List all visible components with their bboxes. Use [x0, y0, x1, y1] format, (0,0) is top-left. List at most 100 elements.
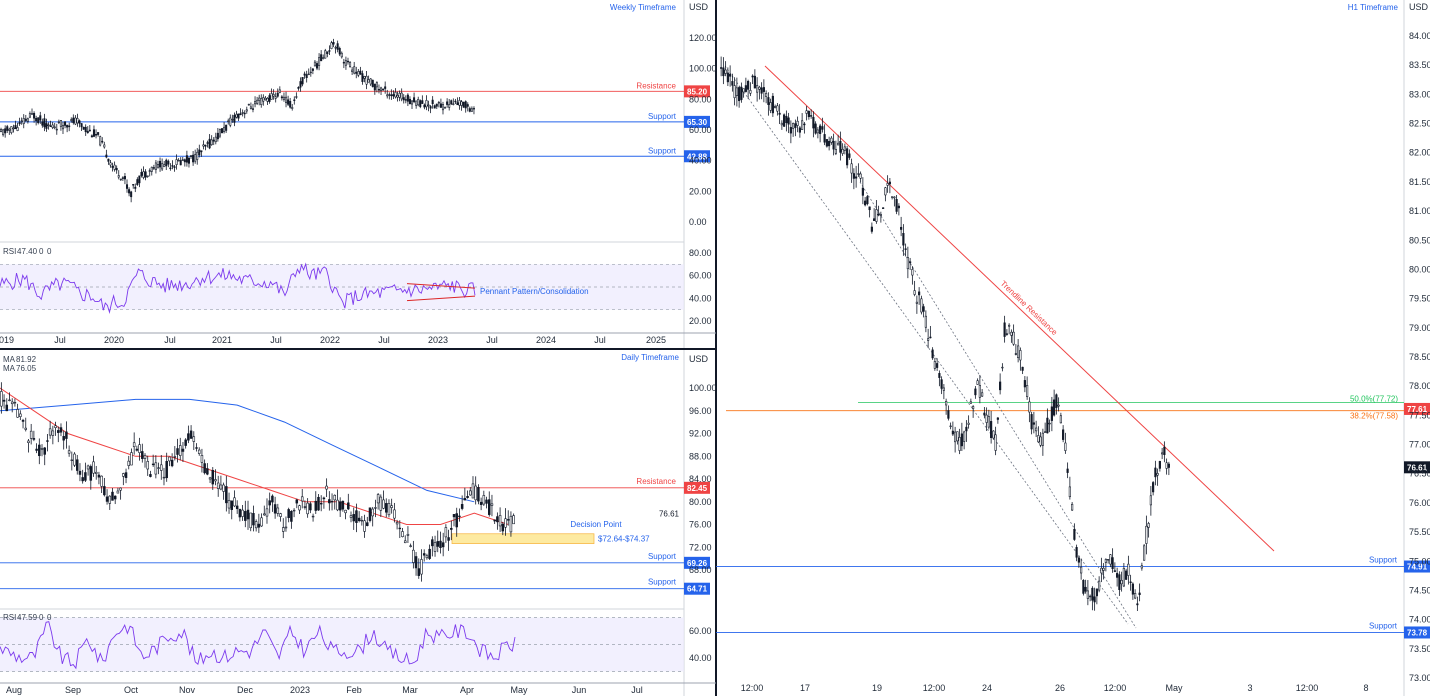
- candle-body: [1001, 366, 1004, 369]
- candle-body: [924, 315, 927, 328]
- daily-x-tick: 2023: [290, 685, 310, 695]
- daily-candle: [322, 496, 326, 509]
- weekly-candle: [107, 158, 110, 165]
- weekly-candle: [2, 128, 5, 137]
- candle-body: [241, 112, 244, 114]
- daily-candle: [244, 500, 247, 528]
- candle-body: [49, 125, 52, 127]
- h1-candle: [816, 127, 819, 139]
- h1-candle: [1010, 329, 1013, 343]
- weekly-y-tick: 40.00: [689, 156, 712, 166]
- candle-body: [1089, 595, 1092, 598]
- weekly-candle: [375, 81, 378, 93]
- daily-candle: [119, 487, 122, 500]
- weekly-candle: [12, 124, 15, 133]
- candle-body: [64, 121, 67, 126]
- candle-body: [276, 507, 280, 514]
- weekly-candle: [66, 124, 69, 133]
- candle-body: [460, 101, 463, 106]
- candle-body: [439, 540, 442, 548]
- daily-candle: [338, 497, 342, 517]
- candle-body: [94, 471, 98, 474]
- candle-body: [421, 100, 424, 104]
- h1-candle: [1143, 544, 1146, 561]
- candle-body: [394, 91, 397, 98]
- daily-candle: [506, 510, 510, 526]
- candle-body: [371, 79, 374, 87]
- candle-body: [92, 129, 95, 137]
- candle-body: [206, 142, 209, 144]
- candle-body: [154, 162, 157, 170]
- daily-candle: [512, 513, 515, 525]
- weekly-candle: [134, 183, 137, 193]
- daily-candle: [48, 420, 52, 439]
- candle-body: [873, 218, 876, 221]
- weekly-candle: [185, 150, 188, 167]
- candle-body: [305, 74, 308, 79]
- candle-body: [220, 128, 224, 134]
- h1-candle: [785, 110, 788, 132]
- weekly-candle: [287, 95, 290, 107]
- h1-candle: [1032, 411, 1035, 434]
- candle-body: [268, 95, 271, 102]
- h1-candle: [769, 98, 772, 114]
- weekly-candle: [225, 124, 228, 133]
- weekly-x-tick: 2021: [212, 335, 232, 345]
- daily-candle: [479, 497, 483, 511]
- candle-body: [949, 425, 952, 428]
- h1-candle: [1014, 344, 1017, 356]
- weekly-x-tick: Jul: [270, 335, 282, 345]
- candle-body: [785, 115, 788, 123]
- daily-candle: [306, 498, 309, 518]
- candle-body: [780, 122, 783, 126]
- weekly-level-label: Resistance: [636, 81, 676, 90]
- h1-candle: [857, 163, 860, 177]
- weekly-candle: [37, 117, 40, 125]
- daily-candle: [471, 476, 475, 499]
- candle-body: [470, 108, 473, 112]
- candle-body: [76, 118, 79, 124]
- h1-candle: [825, 139, 828, 148]
- h1-candle: [749, 82, 752, 97]
- daily-candle: [493, 519, 496, 524]
- h1-candle: [922, 303, 925, 318]
- h1-candle: [1145, 515, 1148, 555]
- candle-body: [911, 269, 914, 276]
- candle-body: [73, 453, 76, 466]
- weekly-candle: [444, 106, 447, 109]
- h1-candle: [985, 407, 988, 431]
- candle-body: [747, 80, 750, 90]
- candle-body: [342, 62, 345, 64]
- h1-candle: [803, 122, 806, 134]
- daily-candle: [336, 489, 339, 512]
- candle-body: [124, 472, 128, 478]
- candle-body: [1028, 401, 1031, 413]
- h1-x-tick: 19: [872, 683, 882, 693]
- h1-candle: [758, 85, 761, 100]
- candle-body: [105, 496, 109, 502]
- daily-candle: [206, 463, 209, 476]
- candle-body: [1050, 406, 1053, 421]
- candle-body: [992, 430, 995, 439]
- h1-candle: [814, 121, 817, 135]
- weekly-candle: [388, 92, 391, 100]
- daily-candle: [376, 493, 380, 510]
- candle-body: [945, 401, 948, 406]
- daily-candle: [498, 507, 502, 532]
- candle-body: [273, 504, 277, 514]
- h1-candle: [756, 77, 759, 102]
- daily-x-tick: Oct: [124, 685, 139, 695]
- h1-candle: [841, 143, 844, 156]
- candle-body: [1053, 399, 1056, 416]
- candle-body: [146, 461, 149, 470]
- candle-body: [173, 166, 176, 168]
- candle-body: [225, 124, 228, 131]
- weekly-candle: [95, 129, 98, 139]
- candle-body: [249, 106, 252, 109]
- candle-body: [229, 117, 232, 126]
- daily-candle: [16, 403, 19, 418]
- h1-candle: [940, 376, 943, 395]
- weekly-candle: [431, 96, 434, 109]
- candle-body: [870, 226, 873, 232]
- weekly-candle: [247, 103, 250, 106]
